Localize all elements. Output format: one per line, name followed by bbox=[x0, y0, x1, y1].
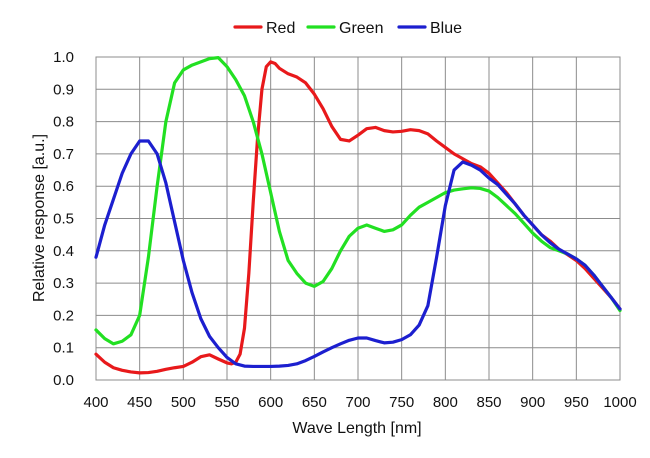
y-tick-label: 0.9 bbox=[53, 81, 74, 98]
y-tick-label: 0.8 bbox=[53, 114, 74, 131]
y-tick-label: 0.5 bbox=[53, 211, 74, 228]
x-tick-label: 700 bbox=[345, 394, 370, 411]
x-tick-label: 1000 bbox=[603, 394, 636, 411]
series-line-green bbox=[94, 56, 622, 346]
x-axis-title: Wave Length [nm] bbox=[292, 420, 421, 437]
series-layer bbox=[94, 56, 622, 375]
legend: Red Green Blue bbox=[233, 20, 462, 37]
y-tick-label: 0.2 bbox=[53, 307, 74, 324]
x-axis-ticks: 400 450 500 550 600 650 700 750 800 850 900 950 1000 bbox=[83, 394, 636, 411]
y-tick-label: 0.7 bbox=[53, 146, 74, 163]
legend-label-blue: Blue bbox=[430, 20, 462, 37]
plot-area-frame bbox=[95, 56, 621, 381]
x-tick-label: 400 bbox=[83, 394, 108, 411]
y-tick-label: 0.4 bbox=[53, 243, 74, 260]
legend-label-red: Red bbox=[266, 20, 295, 37]
x-tick-label: 800 bbox=[433, 394, 458, 411]
y-tick-label: 0.3 bbox=[53, 275, 74, 292]
x-tick-label: 850 bbox=[476, 394, 501, 411]
x-tick-label: 950 bbox=[564, 394, 589, 411]
grid bbox=[95, 56, 621, 381]
x-tick-label: 750 bbox=[389, 394, 414, 411]
y-tick-label: 0.6 bbox=[53, 178, 74, 195]
x-tick-label: 650 bbox=[302, 394, 327, 411]
x-tick-label: 550 bbox=[214, 394, 239, 411]
y-tick-label: 1.0 bbox=[53, 49, 74, 66]
y-tick-label: 0.0 bbox=[53, 372, 74, 389]
series-line-blue bbox=[94, 139, 622, 369]
x-tick-label: 450 bbox=[127, 394, 152, 411]
y-axis-ticks: 0.0 0.1 0.2 0.3 0.4 0.5 0.6 0.7 0.8 0.9 1.0 bbox=[53, 49, 74, 389]
x-tick-label: 500 bbox=[171, 394, 196, 411]
x-tick-label: 600 bbox=[258, 394, 283, 411]
legend-label-green: Green bbox=[339, 20, 383, 37]
y-tick-label: 0.1 bbox=[53, 340, 74, 357]
x-tick-label: 900 bbox=[520, 394, 545, 411]
y-axis-title: Relative response [a.u.] bbox=[31, 134, 48, 302]
